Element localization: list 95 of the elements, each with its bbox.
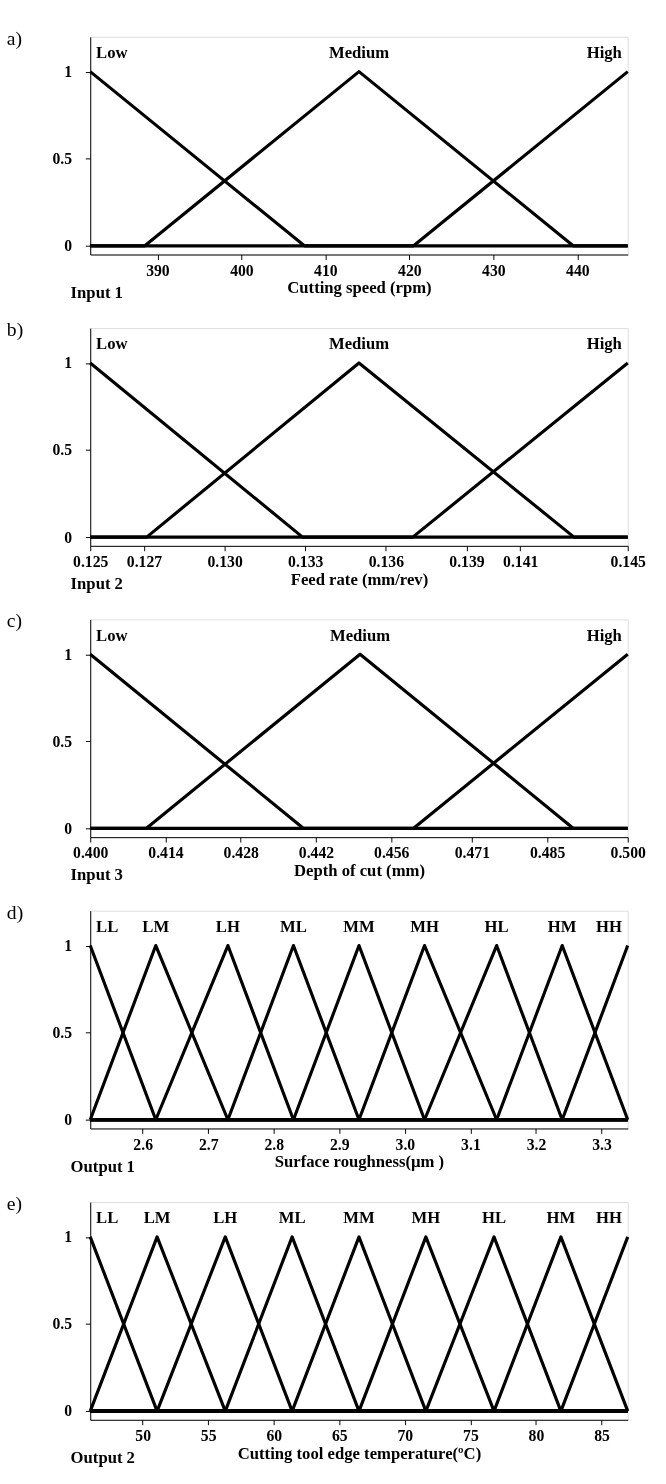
- x-tick-label: 0.136: [368, 552, 405, 570]
- chart-title: a): [6, 27, 23, 50]
- x-axis-title: Feed rate (mm/rev): [290, 569, 429, 589]
- x-tick-label: 3.3: [592, 1135, 612, 1153]
- y-tick-label: 1: [64, 645, 73, 663]
- x-tick-label: 400: [230, 261, 254, 279]
- y-tick-label: 0: [64, 237, 73, 255]
- x-tick-label: 3.1: [461, 1135, 481, 1153]
- x-tick-label: 0.471: [454, 844, 491, 862]
- x-tick-label: 0.139: [449, 552, 485, 570]
- x-tick-label: 0.125: [73, 552, 109, 570]
- y-tick-label: 0.5: [52, 150, 73, 168]
- series-label: MM: [343, 916, 375, 936]
- y-tick-label: 0: [64, 819, 73, 837]
- chart-title: d): [6, 901, 24, 924]
- x-tick-label: 75: [463, 1426, 479, 1444]
- x-tick-label: 0.428: [223, 844, 260, 862]
- x-tick-label: 0.500: [610, 844, 647, 862]
- series-label: HL: [481, 1208, 507, 1228]
- x-tick-label: 55: [200, 1426, 217, 1444]
- x-axis-title: Depth of cut (mm): [294, 860, 425, 880]
- x-axis-title: Cutting speed (rpm): [287, 278, 432, 298]
- x-tick-label: 60: [266, 1426, 283, 1444]
- x-tick-label: 2.7: [198, 1135, 219, 1153]
- series-label: High: [586, 625, 623, 645]
- x-tick-label: 0.485: [529, 844, 566, 862]
- x-tick-label: 440: [566, 261, 590, 279]
- series-label: LH: [215, 916, 240, 936]
- x-tick-label: 390: [146, 261, 170, 279]
- y-tick-label: 1: [64, 63, 73, 81]
- x-tick-label: 410: [314, 261, 338, 279]
- series-label: Low: [96, 42, 128, 62]
- series-label: LM: [143, 1208, 171, 1228]
- x-tick-label: 0.400: [73, 844, 109, 862]
- series-label: High: [586, 42, 623, 62]
- x-tick-label: 430: [482, 261, 506, 279]
- x-tick-label: 0.133: [288, 552, 324, 570]
- x-tick-label: 0.141: [503, 552, 539, 570]
- series-label: MH: [410, 916, 439, 936]
- y-tick-label: 0.5: [52, 732, 73, 750]
- y-tick-label: 0.5: [52, 441, 73, 459]
- series-label: LM: [142, 916, 170, 936]
- chart-title: b): [6, 318, 24, 341]
- text: Output 2: [70, 1447, 135, 1467]
- series-label: HL: [484, 916, 509, 936]
- y-tick-label: 0: [64, 1402, 73, 1420]
- x-tick-label: 2.6: [133, 1135, 154, 1153]
- x-tick-label: 0.414: [148, 844, 184, 862]
- y-tick-label: 0.5: [52, 1024, 73, 1042]
- y-tick-label: 1: [64, 354, 73, 372]
- series-label: ML: [280, 916, 307, 936]
- y-tick-label: 1: [64, 1228, 73, 1246]
- series-label: MH: [411, 1208, 441, 1228]
- text: Input 3: [70, 865, 123, 885]
- x-tick-label: 0.456: [374, 844, 410, 862]
- x-axis-title: Cutting tool edge temperature(ºC): [237, 1443, 482, 1463]
- series-label: HH: [595, 1208, 622, 1228]
- x-tick-label: 0.145: [610, 552, 647, 570]
- y-tick-label: 0: [64, 1111, 73, 1129]
- x-tick-label: 2.9: [330, 1135, 350, 1153]
- series-label: LH: [213, 1208, 238, 1228]
- y-tick-label: 1: [64, 936, 73, 954]
- series-label: HH: [595, 916, 622, 936]
- x-tick-label: 2.8: [264, 1135, 285, 1153]
- x-tick-label: 0.127: [126, 552, 163, 570]
- chart-title: e): [6, 1192, 23, 1215]
- series-label: Medium: [328, 334, 390, 354]
- series-label: Medium: [329, 625, 391, 645]
- series-label: Low: [96, 334, 128, 354]
- x-tick-label: 85: [594, 1426, 611, 1444]
- x-tick-label: 50: [135, 1426, 152, 1444]
- x-axis-title: Surface roughness(µm ): [274, 1152, 445, 1172]
- series-label: HM: [546, 1208, 576, 1228]
- series-label: ML: [278, 1208, 306, 1228]
- x-tick-label: 0.442: [298, 844, 335, 862]
- series-label: MM: [343, 1208, 375, 1228]
- x-tick-label: 3.0: [395, 1135, 416, 1153]
- x-tick-label: 80: [528, 1426, 545, 1444]
- chart-title: c): [6, 610, 23, 633]
- y-tick-label: 0.5: [52, 1315, 73, 1333]
- series-label: LL: [96, 1208, 119, 1228]
- x-tick-label: 65: [331, 1426, 348, 1444]
- series-label: High: [586, 334, 623, 354]
- x-tick-label: 0.130: [207, 552, 243, 570]
- x-tick-label: 420: [398, 261, 422, 279]
- series-label: Medium: [328, 42, 390, 62]
- series-label: Low: [96, 625, 128, 645]
- text: Input 1: [70, 282, 123, 302]
- series-label: HM: [547, 916, 577, 936]
- text: Output 1: [70, 1156, 135, 1176]
- x-tick-label: 70: [397, 1426, 414, 1444]
- series-label: LL: [96, 916, 119, 936]
- text: Input 2: [70, 574, 123, 593]
- x-tick-label: 3.2: [526, 1135, 547, 1153]
- y-tick-label: 0: [64, 528, 73, 546]
